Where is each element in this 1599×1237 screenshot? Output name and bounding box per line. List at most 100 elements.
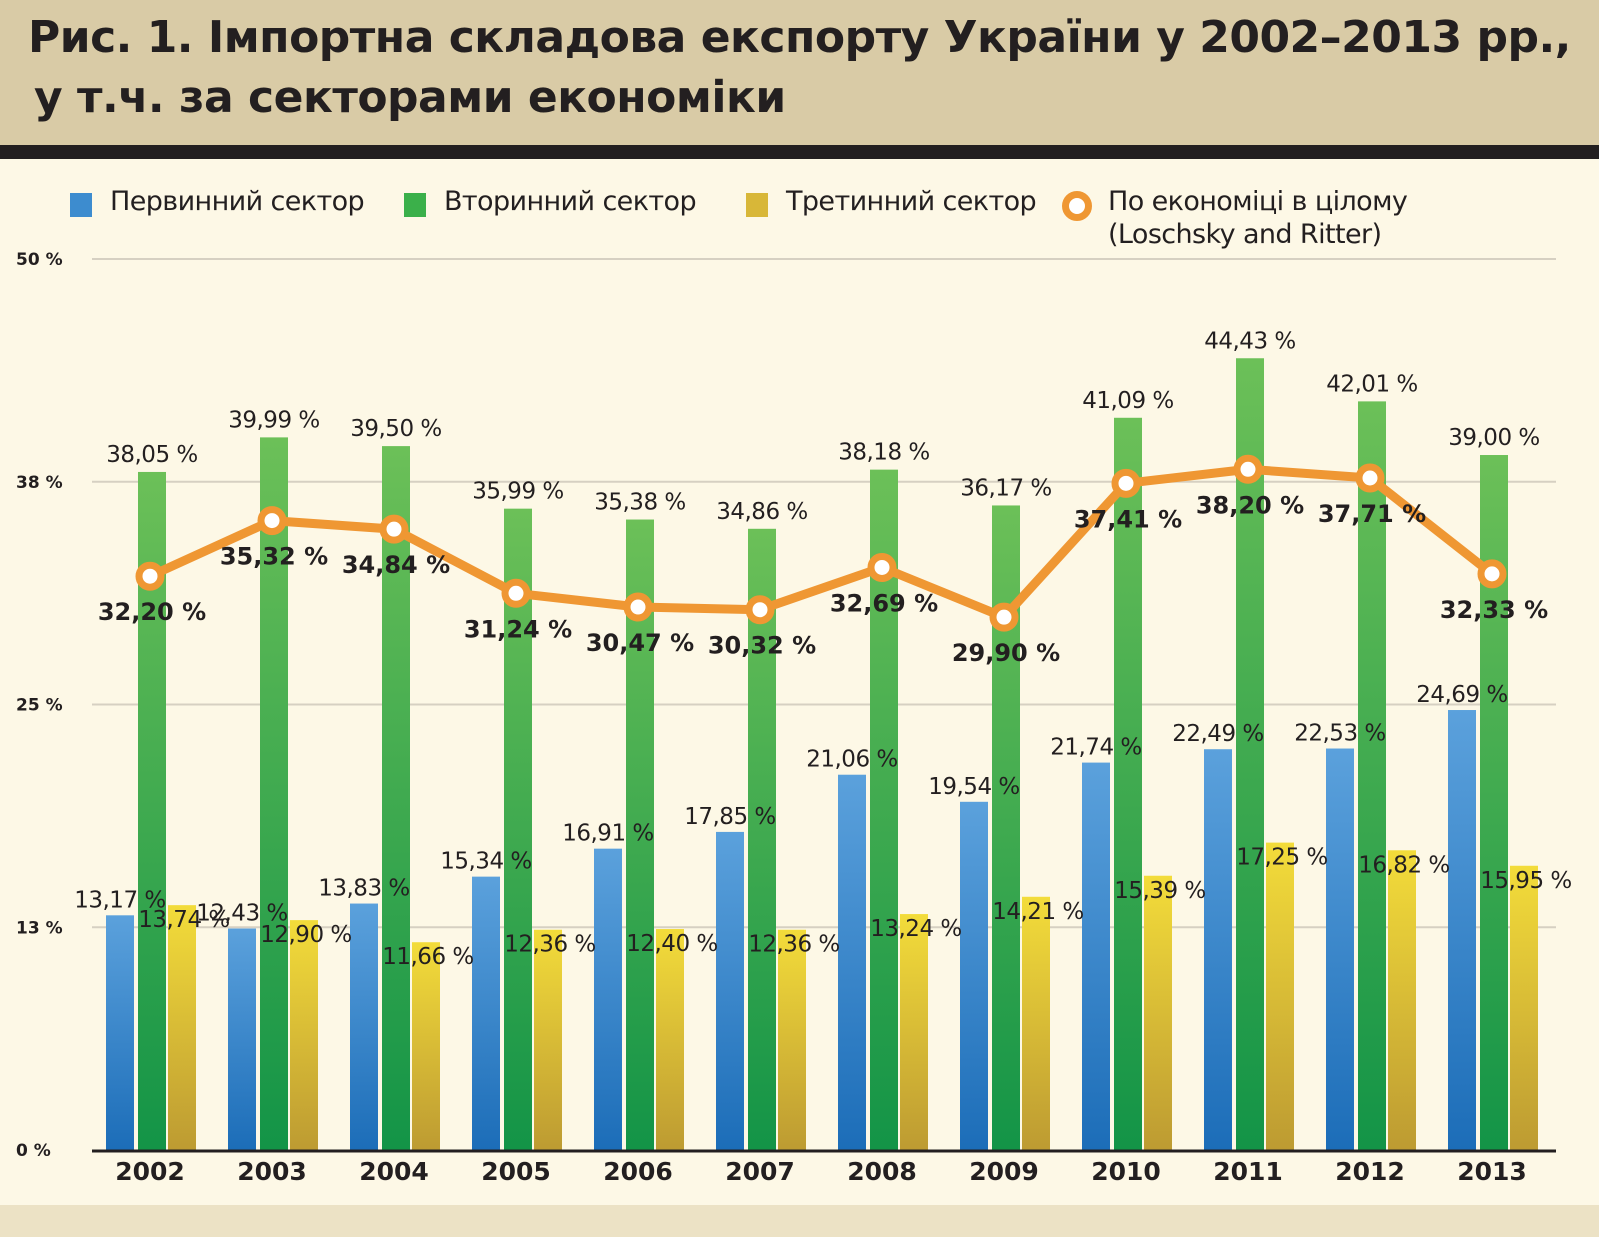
data-label-overall: 32,69 % [830,589,938,617]
data-label-overall: 38,20 % [1196,491,1304,519]
data-label-secondary: 39,99 % [228,407,320,433]
bar-secondary [626,519,654,1150]
x-tick-label: 2004 [359,1157,429,1186]
overall-line-series [135,454,1507,632]
bar-tertiary [1144,875,1172,1150]
bar-tertiary [1510,865,1538,1150]
overall-point-marker [1355,463,1385,493]
bar-secondary [1114,417,1142,1150]
x-axis: 2002 2003 2004 2005 2006 2007 2008 2009 2010 2011… [115,1157,1527,1186]
data-label-secondary: 42,01 % [1326,371,1418,397]
bar-primary [1326,748,1354,1150]
data-label-overall: 30,32 % [708,632,816,660]
data-label-tertiary: 14,21 % [992,899,1084,925]
data-label-tertiary: 13,74 % [138,907,230,933]
data-label-primary: 21,06 % [806,747,898,773]
data-label-overall: 32,20 % [98,598,206,626]
bar-primary [838,774,866,1150]
legend-swatch-secondary [404,193,426,217]
title-band: Рис. 1. Імпортна складова експорту Украї… [0,0,1599,145]
data-label-tertiary: 17,25 % [1236,845,1328,871]
bar-secondary [1236,358,1264,1150]
bar-tertiary [900,914,928,1150]
y-tick-label: 38 % [16,473,63,493]
overall-point-marker [1233,454,1263,484]
data-label-primary: 13,17 % [74,887,166,913]
overall-point-marker [257,506,287,536]
data-label-secondary: 41,09 % [1082,388,1174,414]
legend-label-overall-line2: (Loschsky and Ritter) [1108,219,1382,250]
y-tick-label: 0 % [16,1141,51,1161]
data-label-tertiary: 16,82 % [1358,852,1450,878]
x-tick-label: 2003 [237,1157,307,1186]
data-label-secondary: 35,99 % [472,479,564,505]
legend-swatch-primary [70,193,92,217]
data-label-secondary: 38,05 % [106,442,198,468]
bar-primary [960,801,988,1150]
data-label-tertiary: 12,40 % [626,931,718,957]
x-tick-label: 2006 [603,1157,673,1186]
data-label-primary: 15,34 % [440,849,532,875]
bar-tertiary [1388,850,1416,1150]
data-label-primary: 13,83 % [318,876,410,902]
data-label-secondary: 34,86 % [716,499,808,525]
data-label-overall: 32,33 % [1440,596,1548,624]
bar-tertiary [412,942,440,1150]
legend-item-secondary: Вторинний сектор [404,186,697,217]
data-label-overall: 30,47 % [586,629,694,657]
gridlines [92,258,1556,929]
bar-tertiary [1022,896,1050,1150]
bar-tertiary [656,929,684,1150]
legend-label-primary: Первинний сектор [110,186,365,217]
chart-title-line-2: у т.ч. за секторами економіки [34,72,786,123]
bar-tertiary [534,929,562,1150]
data-label-secondary: 44,43 % [1204,328,1296,354]
bar-secondary [870,469,898,1150]
data-label-overall: 31,24 % [464,615,572,643]
bar-primary [594,848,622,1150]
bars [106,358,1538,1151]
x-tick-label: 2012 [1335,1157,1405,1186]
data-label-primary: 21,74 % [1050,735,1142,761]
bar-primary [472,876,500,1150]
x-tick-label: 2013 [1457,1157,1527,1186]
data-label-primary: 22,53 % [1294,721,1386,747]
data-label-overall: 29,90 % [952,639,1060,667]
data-label-tertiary: 12,36 % [504,932,596,958]
bar-tertiary [1266,842,1294,1150]
bar-secondary [504,508,532,1150]
bar-tertiary [778,929,806,1150]
legend-swatch-tertiary [746,193,768,217]
overall-point-marker [745,595,775,625]
bar-primary [1204,749,1232,1150]
data-label-primary: 17,85 % [684,804,776,830]
bar-primary [228,928,256,1150]
data-label-tertiary: 12,90 % [260,922,352,948]
x-tick-label: 2005 [481,1157,551,1186]
data-labels: 13,17 % 12,43 % 13,83 % 15,34 % 16,91 % 17,85… [74,328,1572,970]
bar-primary [106,915,134,1150]
overall-point-marker [867,552,897,582]
x-tick-label: 2010 [1091,1157,1161,1186]
data-label-overall: 35,32 % [220,543,328,571]
x-tick-label: 2009 [969,1157,1039,1186]
bar-primary [716,831,744,1150]
x-tick-label: 2007 [725,1157,795,1186]
bar-primary [1082,762,1110,1150]
data-label-tertiary: 15,39 % [1114,878,1206,904]
data-label-tertiary: 13,24 % [870,916,962,942]
legend-label-secondary: Вторинний сектор [444,186,697,217]
data-label-overall: 37,71 % [1318,500,1426,528]
x-tick-label: 2008 [847,1157,917,1186]
bar-tertiary [290,920,318,1150]
bar-secondary [748,528,776,1150]
legend-label-overall-line1: По економіці в цілому [1108,186,1408,217]
y-tick-label: 50 % [16,250,63,270]
data-label-secondary: 39,00 % [1448,425,1540,451]
bar-primary [1448,710,1476,1150]
data-label-secondary: 36,17 % [960,475,1052,501]
data-label-primary: 19,54 % [928,774,1020,800]
data-label-primary: 12,43 % [196,900,288,926]
bar-secondary [1480,455,1508,1150]
